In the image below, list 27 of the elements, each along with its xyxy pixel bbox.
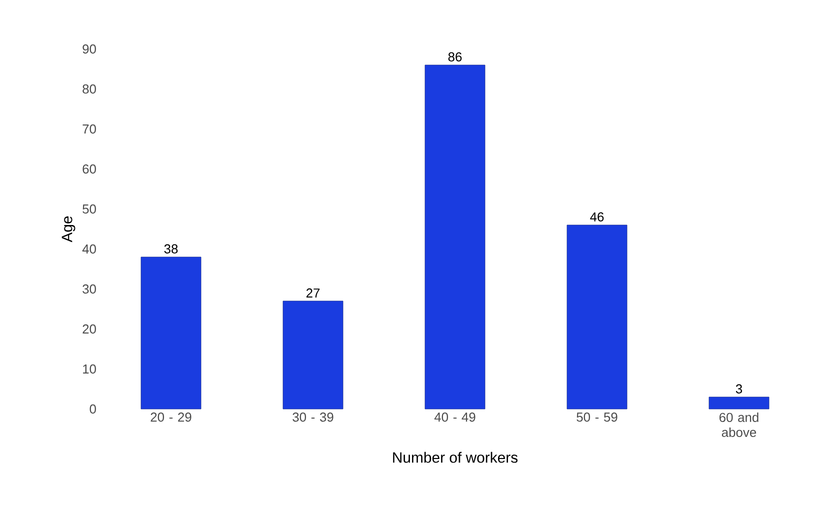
y-tick-label: 30	[82, 284, 96, 294]
bar	[282, 300, 344, 410]
x-tick-label: 20 - 29	[150, 412, 192, 422]
y-tick-label: 10	[83, 364, 96, 374]
y-tick-label: 90	[82, 44, 96, 54]
y-tick-label: 80	[82, 84, 96, 94]
x-tick-label: 50 - 59	[576, 412, 618, 422]
y-tick-label: 40	[82, 244, 96, 254]
x-axis-title: Number of workers	[393, 452, 518, 463]
x-tick-label: 40 - 49	[434, 412, 476, 422]
y-tick-label: 0	[90, 404, 96, 414]
bar	[708, 396, 770, 410]
bar	[424, 64, 486, 410]
x-tick-label: 30 - 39	[292, 412, 334, 422]
data-label: 3	[736, 384, 742, 394]
data-label: 27	[306, 288, 320, 298]
x-tick-label: 60 and above	[720, 412, 758, 437]
bar	[140, 256, 202, 410]
y-axis-title: Age	[62, 216, 76, 242]
data-label: 46	[590, 212, 604, 222]
y-tick-label: 50	[82, 204, 96, 214]
data-label: 86	[448, 52, 462, 62]
data-label: 38	[164, 244, 178, 254]
bar	[566, 224, 628, 410]
y-tick-label: 60	[82, 164, 96, 174]
y-tick-label: 20	[82, 324, 96, 334]
y-tick-label: 70	[82, 124, 96, 134]
